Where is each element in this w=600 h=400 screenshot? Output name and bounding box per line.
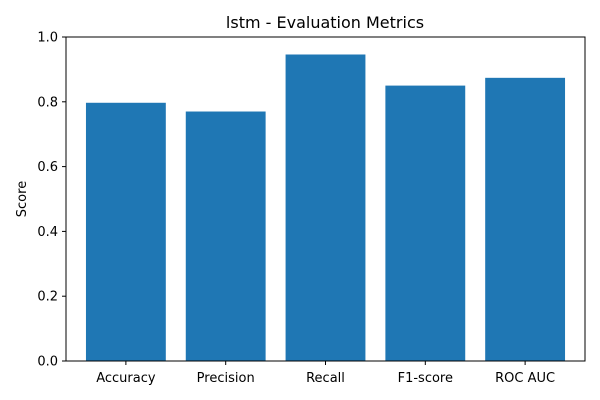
y-tick-label: 1.0 xyxy=(37,31,58,46)
y-axis-ticks: 0.0 0.2 0.4 0.6 0.8 1.0 xyxy=(37,31,66,370)
x-axis-ticks: Accuracy Precision Recall F1-score ROC AUC xyxy=(96,361,555,386)
bar-recall xyxy=(285,54,366,361)
y-tick-label: 0.6 xyxy=(37,160,58,175)
y-tick-label: 0.4 xyxy=(37,225,58,240)
bar-precision xyxy=(185,111,266,362)
y-tick-label: 0.8 xyxy=(37,95,58,110)
bars-group xyxy=(85,54,566,362)
bar-f1-score xyxy=(385,85,466,361)
x-tick-label: Accuracy xyxy=(96,371,156,386)
x-tick-label: Precision xyxy=(197,371,255,386)
x-tick-label: F1-score xyxy=(398,371,453,386)
bar-accuracy xyxy=(85,102,166,361)
x-tick-label: Recall xyxy=(306,371,345,386)
y-tick-label: 0.2 xyxy=(37,290,58,305)
x-tick-label: ROC AUC xyxy=(495,371,555,386)
bar-roc-auc xyxy=(485,77,566,361)
y-tick-label: 0.0 xyxy=(37,355,58,370)
chart-title: lstm - Evaluation Metrics xyxy=(226,13,424,32)
plot-frame xyxy=(65,36,586,362)
y-axis-label: Score xyxy=(15,181,30,217)
